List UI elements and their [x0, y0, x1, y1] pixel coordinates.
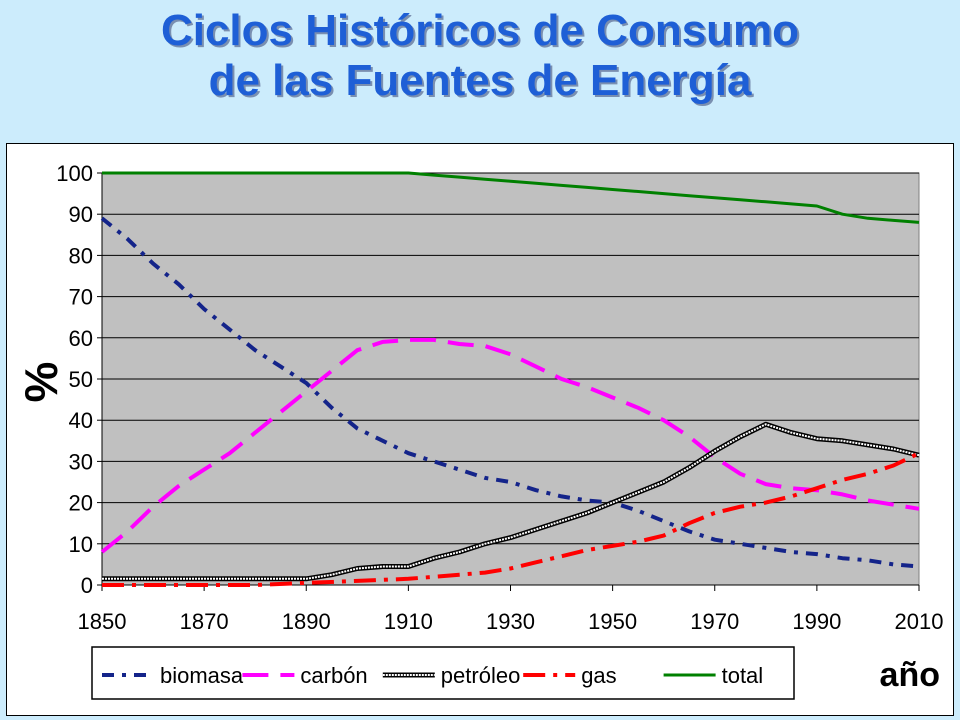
y-tick-label: 80 [69, 243, 93, 268]
series-line-petroleo [102, 423, 920, 580]
x-tick-label: 1970 [690, 609, 739, 634]
legend-label-biomasa: biomasa [160, 663, 244, 688]
y-tick-label: 40 [69, 408, 93, 433]
y-tick-label: 30 [69, 449, 93, 474]
y-axis-label: % [15, 362, 67, 403]
x-axis-label: año [880, 656, 940, 694]
y-tick-label: 70 [69, 285, 93, 310]
chart-frame: 0 10 20 30 40 50 60 70 80 90 100 1850 1870 1890 1910 19… [6, 143, 954, 716]
legend [91, 646, 795, 700]
series-line-total [102, 171, 920, 224]
legend-label-petroleo: petróleo [441, 663, 521, 688]
y-tick-label: 0 [81, 573, 93, 598]
chart-title: Ciclos Históricos de Consumo de las Fuen… [0, 6, 960, 106]
y-tick-label: 20 [69, 491, 93, 516]
energy-consumption-chart: 0 10 20 30 40 50 60 70 80 90 100 1850 1870 1890 1910 19… [15, 161, 944, 700]
chart-title-line-1: Ciclos Históricos de Consumo [160, 6, 800, 55]
x-tick-label: 2010 [895, 609, 944, 634]
x-tick-label: 1950 [588, 609, 637, 634]
x-tick-label: 1930 [486, 609, 535, 634]
x-tick-label: 1910 [384, 609, 433, 634]
y-tick-label: 60 [69, 326, 93, 351]
series-line-gas [102, 451, 920, 587]
legend-label-total: total [722, 663, 764, 688]
x-tick-label: 1890 [282, 609, 331, 634]
y-tick-label: 90 [69, 202, 93, 227]
y-tick-label: 50 [69, 367, 93, 392]
legend-label-gas: gas [581, 663, 616, 688]
legend-label-carbon: carbón [300, 663, 367, 688]
x-tick-label: 1870 [180, 609, 229, 634]
x-tick-label: 1850 [78, 609, 127, 634]
y-tick-label: 100 [56, 161, 93, 186]
series-line-biomasa [100, 216, 920, 569]
y-tick-label: 10 [69, 532, 93, 557]
x-tick-label: 1990 [792, 609, 841, 634]
chart-title-line-2: de las Fuentes de Energía [208, 56, 752, 105]
series-line-carbon [100, 337, 920, 554]
